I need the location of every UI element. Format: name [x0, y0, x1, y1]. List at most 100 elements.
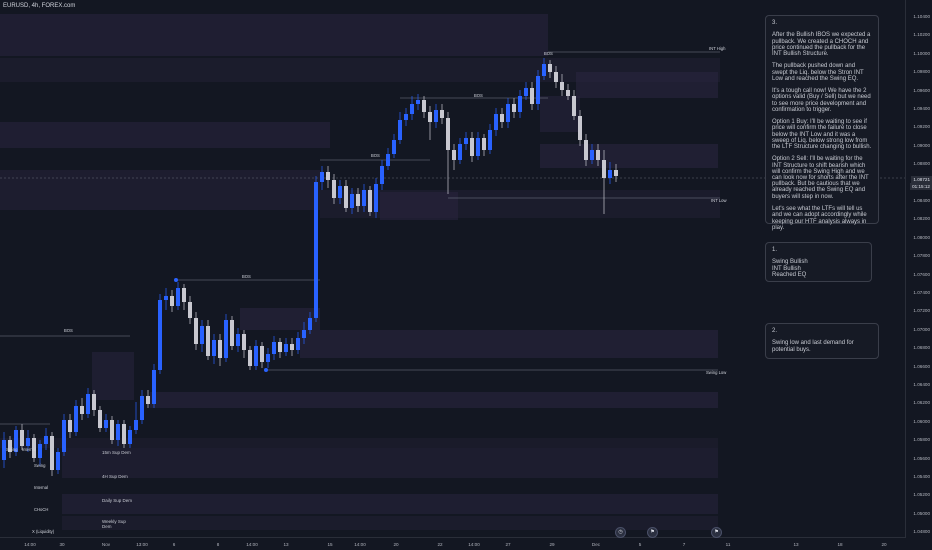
bullish-candle: [542, 64, 546, 76]
bearish-candle: [92, 394, 96, 410]
flag-icon[interactable]: ⚑: [647, 527, 658, 538]
bullish-candle: [308, 318, 312, 330]
bullish-candle: [38, 444, 42, 458]
bullish-candle: [524, 88, 528, 96]
analysis-note-1[interactable]: 1. Swing Bullish INT Bullish Reached EQ: [765, 242, 872, 282]
current-price-badge: 1.08721: [911, 176, 932, 183]
bullish-candle: [14, 430, 18, 452]
supply-demand-zone: [62, 448, 718, 478]
bullish-candle: [404, 114, 408, 120]
bullish-candle: [140, 396, 144, 420]
bearish-candle: [218, 340, 222, 358]
price-tick: 1.06200: [913, 400, 930, 406]
bullish-candle: [212, 340, 216, 356]
bos-label: BOS: [371, 153, 380, 158]
bullish-candle: [350, 194, 354, 208]
bearish-candle: [530, 88, 534, 104]
supply-demand-zone: [0, 438, 718, 448]
time-tick: 15: [327, 542, 333, 547]
bullish-candle: [410, 104, 414, 114]
bearish-candle: [248, 350, 252, 366]
bearish-candle: [548, 64, 552, 72]
bullish-candle: [86, 394, 90, 414]
bullish-candle: [2, 440, 6, 460]
bullish-candle: [236, 334, 240, 346]
bearish-candle: [602, 160, 606, 178]
bullish-candle: [338, 186, 342, 198]
legend-internal: Internal: [22, 447, 36, 452]
bearish-candle: [242, 334, 246, 350]
price-tick: 1.08400: [913, 198, 930, 203]
bearish-candle: [260, 346, 264, 362]
price-tick: 1.05600: [913, 455, 930, 461]
bos-label: BOS: [242, 274, 251, 279]
time-tick: 13: [283, 542, 289, 547]
bearish-candle: [188, 302, 192, 318]
price-tick: 1.07400: [913, 290, 930, 295]
bearish-candle: [572, 96, 576, 116]
bullish-candle: [494, 114, 498, 130]
bullish-candle: [74, 406, 78, 432]
bearish-candle: [560, 82, 564, 90]
supply-demand-zone: [0, 122, 330, 148]
time-tick: Nov: [101, 542, 111, 547]
bearish-candle: [500, 114, 504, 122]
price-tick: 1.10400: [913, 14, 930, 19]
supply-demand-zone: [92, 352, 134, 400]
price-axis[interactable]: 1.10400 1.10200 1.10000 1.09800 1.09600 1.094…: [905, 0, 932, 550]
supply-demand-zone: [320, 190, 720, 218]
swing-point-marker: [264, 368, 268, 372]
legend-row: 15m Sup Dem: [62, 444, 132, 460]
bearish-candle: [584, 140, 588, 160]
time-axis[interactable]: 14:00 30 Nov 13:00 6 8 14:00 13 15 14:00 20 22 14:00…: [0, 537, 906, 550]
bullish-candle: [416, 100, 420, 104]
bearish-candle: [8, 440, 12, 452]
price-tick: 1.09800: [913, 69, 930, 75]
supply-demand-zone: [540, 144, 718, 168]
bearish-candle: [344, 186, 348, 208]
bullish-candle: [434, 110, 438, 122]
price-tick: 1.08800: [913, 161, 930, 167]
bullish-candle: [254, 346, 258, 366]
bearish-candle: [98, 410, 102, 428]
bullish-candle: [476, 138, 480, 156]
clock-icon[interactable]: ◷: [615, 527, 626, 538]
int-high-label: INT High: [709, 46, 726, 51]
bearish-candle: [230, 320, 234, 346]
bearish-candle: [566, 90, 570, 96]
bullish-candle: [158, 300, 162, 370]
legend-choch-line: CHoCH: [34, 507, 49, 512]
flag-icon[interactable]: ⚑: [711, 527, 722, 538]
time-tick: 22: [437, 542, 443, 547]
bullish-candle: [518, 96, 522, 112]
bearish-candle: [470, 138, 474, 156]
bullish-candle: [164, 296, 168, 300]
bearish-candle: [206, 326, 210, 356]
bearish-candle: [68, 420, 72, 432]
bullish-candle: [302, 330, 306, 338]
bearish-candle: [20, 430, 24, 446]
price-tick: 1.10200: [913, 32, 930, 38]
analysis-note-2[interactable]: 2. Swing low and last demand for potenti…: [765, 323, 879, 359]
time-tick: 18: [837, 542, 843, 547]
price-tick: 1.09000: [913, 142, 930, 148]
price-tick: 1.05400: [913, 474, 930, 479]
bullish-candle: [104, 420, 108, 428]
time-tick: 30: [59, 542, 65, 547]
time-tick: 14:00: [468, 542, 480, 547]
legend-swing-line: Swing: [34, 463, 46, 468]
legend-label: 15m Sup Dem: [102, 449, 131, 455]
legend-label: Weekly Sup Dem: [102, 519, 126, 529]
price-tick: 1.08200: [913, 216, 930, 222]
bullish-candle: [398, 120, 402, 140]
analysis-note-3[interactable]: 3. After the Bullish IBOS we expected a …: [765, 15, 879, 231]
price-tick: 1.07600: [913, 271, 930, 277]
bullish-candle: [284, 344, 288, 352]
bearish-candle: [422, 100, 426, 112]
bearish-candle: [512, 104, 516, 112]
bullish-candle: [374, 184, 378, 212]
bullish-candle: [320, 172, 324, 182]
price-chart[interactable]: [0, 0, 906, 538]
bearish-candle: [614, 170, 618, 176]
bearish-candle: [80, 406, 84, 414]
